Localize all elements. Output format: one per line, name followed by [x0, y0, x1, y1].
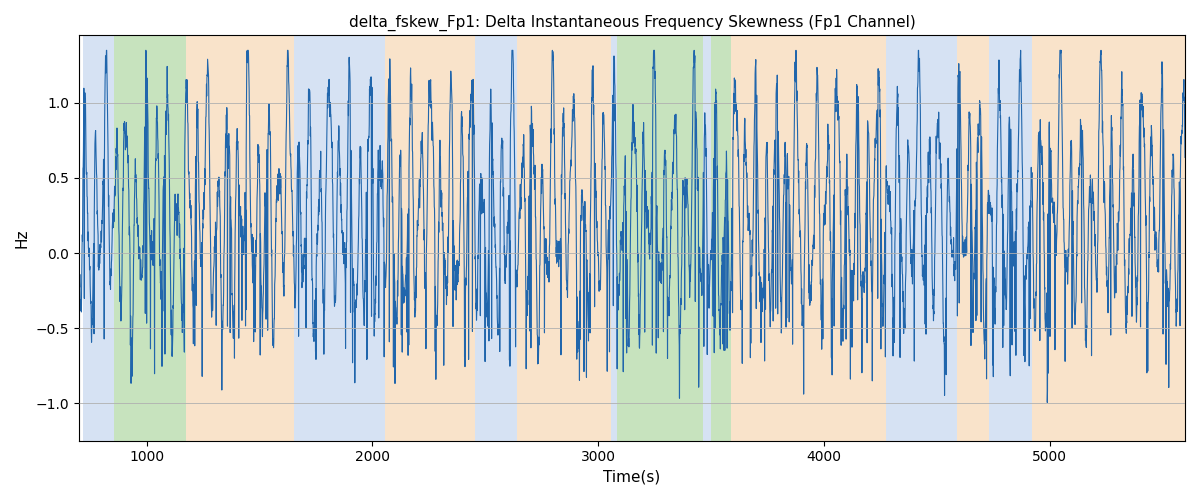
Bar: [703, 36, 710, 440]
Bar: [958, 36, 989, 440]
Title: delta_fskew_Fp1: Delta Instantaneous Frequency Skewness (Fp1 Channel): delta_fskew_Fp1: Delta Instantaneous Fre…: [348, 15, 916, 31]
Bar: [517, 36, 611, 440]
Bar: [475, 36, 517, 440]
Y-axis label: Hz: Hz: [14, 228, 30, 248]
Bar: [611, 36, 617, 440]
Bar: [710, 36, 731, 440]
Bar: [385, 36, 475, 440]
Bar: [1032, 36, 1186, 440]
Bar: [294, 36, 385, 440]
Bar: [731, 36, 886, 440]
Bar: [84, 36, 114, 440]
Bar: [617, 36, 703, 440]
X-axis label: Time(s): Time(s): [604, 470, 660, 485]
Bar: [886, 36, 958, 440]
Bar: [186, 36, 294, 440]
Bar: [114, 36, 186, 440]
Bar: [989, 36, 1032, 440]
